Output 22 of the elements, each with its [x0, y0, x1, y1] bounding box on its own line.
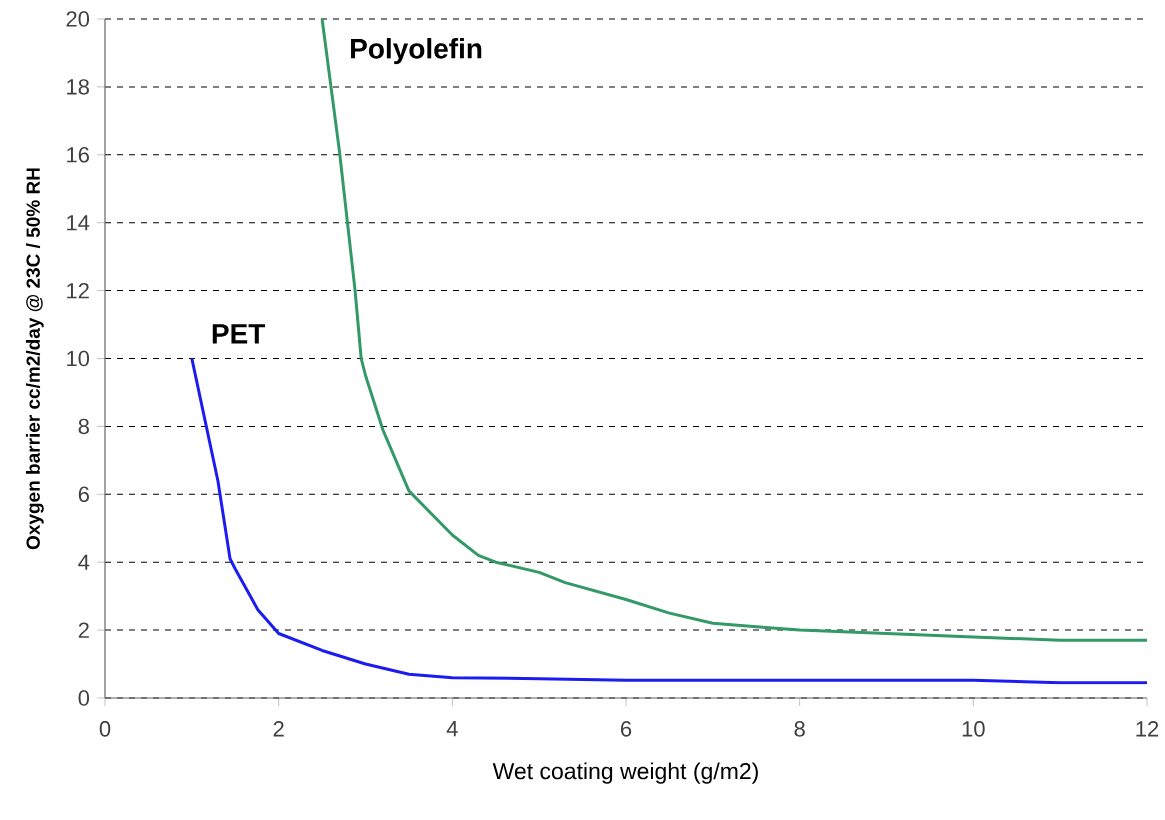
x-tick-label: 8: [794, 721, 805, 737]
y-tick-label: 0: [78, 690, 90, 706]
x-tick-label: 10: [962, 721, 985, 737]
y-tick-label: 8: [78, 418, 89, 435]
x-tick-label: 0: [99, 721, 111, 737]
x-tick-label: 2: [273, 721, 284, 737]
x-axis-title: Wet coating weight (g/m2): [492, 762, 758, 784]
y-tick-label: 2: [78, 622, 89, 638]
x-tick-label: 6: [621, 721, 632, 737]
y-tick-label: 14: [67, 215, 90, 231]
y-tick-label: 12: [67, 282, 89, 299]
y-tick-label: 20: [66, 11, 90, 27]
y-tick-label: 6: [78, 486, 89, 503]
series-label: PET: [212, 324, 266, 344]
y-axis-title: Oxygen barrier cc/m2/day @ 23C / 50% RH: [25, 168, 44, 550]
y-tick-label: 18: [67, 79, 89, 95]
y-tick-label: 10: [67, 350, 90, 367]
series-label: Polyolefin: [351, 38, 482, 65]
y-tick-label: 16: [67, 147, 89, 163]
x-tick-label: 12: [1136, 721, 1159, 737]
x-tick-label: 4: [446, 721, 458, 737]
y-tick-label: 4: [78, 554, 90, 570]
